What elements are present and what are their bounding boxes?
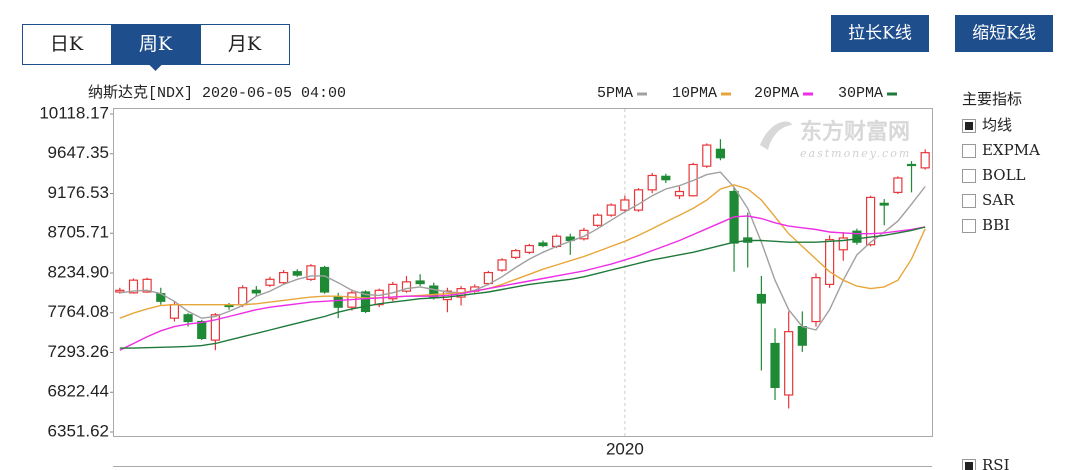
x-tick-label: 2020: [606, 439, 644, 458]
candle-body: [265, 278, 275, 286]
checkbox[interactable]: [962, 144, 976, 158]
candle-body: [565, 236, 575, 242]
legend-label: 10PMA: [672, 85, 717, 102]
watermark-logo: [760, 121, 792, 150]
checkbox-mark: [965, 122, 973, 130]
tab-label[interactable]: 日K: [50, 33, 84, 55]
candle-body: [115, 289, 125, 293]
candle-body: [702, 144, 712, 167]
candle-body: [811, 277, 821, 323]
y-tick-label: 6822.44: [48, 382, 109, 401]
candle-body: [592, 214, 603, 226]
y-tick-label: 8705.71: [48, 223, 109, 242]
candle-body: [128, 279, 139, 294]
candle-body: [920, 152, 930, 169]
candle-body: [756, 293, 766, 304]
candle-body: [251, 289, 261, 294]
indicator-label[interactable]: 均线: [982, 116, 1012, 134]
legend-label: 20PMA: [754, 85, 799, 102]
candle-body: [674, 190, 685, 197]
plot-frame: [113, 108, 933, 437]
legend-label: 5PMA: [597, 85, 633, 102]
y-tick-label: 7293.26: [48, 342, 109, 361]
button[interactable]: [831, 15, 929, 52]
candle-body: [497, 259, 507, 271]
ma-line: [119, 226, 926, 349]
candle-body: [538, 242, 548, 247]
candle-body: [224, 304, 234, 308]
y-tick-label: 10118.17: [39, 103, 109, 122]
checkbox[interactable]: [962, 194, 976, 208]
indicator-label[interactable]: BOLL: [982, 166, 1026, 184]
ma-line: [119, 184, 926, 319]
candle-body: [197, 320, 207, 340]
button[interactable]: [955, 15, 1053, 52]
button-label[interactable]: 拉长K线: [848, 24, 912, 44]
candle-body: [306, 265, 316, 280]
candle-body: [483, 271, 493, 285]
tab-pointer: [148, 64, 163, 71]
indicator-label[interactable]: EXPMA: [982, 141, 1040, 159]
y-tick-label: 9176.53: [48, 183, 109, 202]
candle-body: [784, 331, 794, 396]
candle-body: [360, 291, 371, 313]
tab[interactable]: [111, 24, 201, 65]
candle-body: [661, 175, 671, 181]
candle-body: [715, 148, 726, 159]
checkbox-mark: [965, 462, 973, 470]
candle-body: [633, 189, 644, 211]
chart-title: 纳斯达克[NDX] 2020-06-05 04:00: [88, 84, 346, 102]
candle-body: [415, 280, 425, 285]
y-tick-label: 9647.35: [48, 143, 109, 162]
indicator-title: 主要指标: [962, 90, 1022, 108]
checkbox[interactable]: [962, 169, 976, 183]
legend-label: 30PMA: [838, 85, 883, 102]
candle-body: [511, 250, 521, 258]
candle-body: [893, 177, 903, 193]
y-tick-label: 7764.08: [48, 302, 109, 321]
candle-body: [169, 304, 180, 319]
watermark: eastmoney.com: [800, 147, 911, 160]
indicator-label[interactable]: BBI: [982, 216, 1010, 234]
candle-body: [838, 237, 848, 251]
candle-body: [865, 196, 876, 246]
candle-body: [797, 326, 807, 346]
watermark: 东方财富网: [800, 119, 910, 145]
checkbox[interactable]: [962, 219, 976, 233]
y-tick-label: 6351.62: [48, 421, 109, 440]
button-label[interactable]: 缩短K线: [972, 24, 1036, 44]
candle-body: [183, 314, 193, 323]
y-tick-label: 8234.90: [48, 262, 109, 281]
candle-body: [852, 230, 862, 243]
tab[interactable]: [22, 24, 112, 65]
candle-body: [292, 271, 302, 276]
tab-label[interactable]: 周K: [139, 33, 173, 55]
candle-body: [906, 163, 917, 167]
ma-line: [119, 215, 926, 351]
indicator-label[interactable]: SAR: [982, 191, 1015, 209]
candle-body: [524, 244, 534, 253]
ma-line: [119, 171, 926, 331]
candle-body: [620, 199, 630, 211]
tab-label[interactable]: 月K: [228, 33, 262, 55]
tab[interactable]: [200, 24, 290, 65]
candle-body: [279, 271, 289, 284]
candle-body: [647, 174, 657, 191]
candle-body: [401, 281, 412, 292]
candle-body: [333, 296, 343, 308]
candle-body: [210, 314, 220, 341]
indicator-label[interactable]: RSI: [982, 456, 1010, 470]
candle-body: [825, 239, 835, 285]
candle-body: [770, 342, 780, 388]
candle-body: [606, 204, 616, 216]
candle-body: [879, 202, 889, 206]
candle-body: [319, 266, 330, 293]
candle-body: [238, 287, 248, 306]
candle-body: [142, 278, 152, 293]
